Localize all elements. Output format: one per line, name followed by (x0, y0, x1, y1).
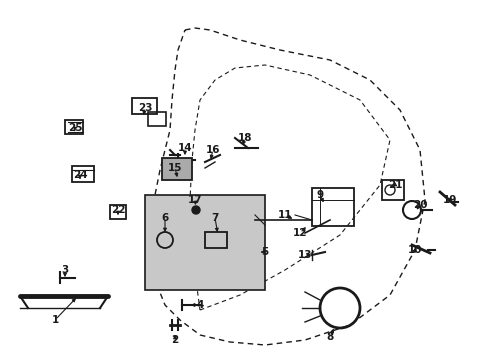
Text: 3: 3 (61, 265, 68, 275)
Text: 6: 6 (161, 213, 168, 223)
Text: 23: 23 (138, 103, 152, 113)
Bar (132, 98, 157, 114)
Text: 13: 13 (297, 250, 312, 260)
Text: 20: 20 (412, 200, 427, 210)
Text: 18: 18 (237, 133, 252, 143)
Text: 8: 8 (325, 332, 333, 342)
Text: 24: 24 (73, 170, 87, 180)
Bar (148, 112, 165, 126)
Text: 1: 1 (51, 315, 59, 325)
Bar (381, 180, 403, 200)
Text: 11: 11 (277, 210, 292, 220)
Text: 5: 5 (261, 247, 268, 257)
Text: 17: 17 (187, 195, 202, 205)
Text: 10: 10 (407, 245, 421, 255)
Bar (311, 188, 353, 226)
Text: 15: 15 (167, 163, 182, 173)
Text: 9: 9 (316, 190, 323, 200)
Bar (110, 205, 126, 219)
Bar (162, 158, 192, 180)
Bar (72, 166, 94, 182)
Bar (145, 195, 264, 290)
Text: 12: 12 (292, 228, 306, 238)
Text: 2: 2 (171, 335, 178, 345)
Text: 16: 16 (205, 145, 220, 155)
Text: 19: 19 (442, 195, 456, 205)
Text: 22: 22 (110, 205, 125, 215)
Text: 14: 14 (177, 143, 192, 153)
Text: 4: 4 (196, 300, 203, 310)
Bar (65, 120, 83, 134)
Bar (204, 232, 226, 248)
Text: 21: 21 (387, 180, 402, 190)
Text: 7: 7 (211, 213, 218, 223)
Text: 25: 25 (68, 123, 82, 133)
Circle shape (192, 206, 200, 214)
